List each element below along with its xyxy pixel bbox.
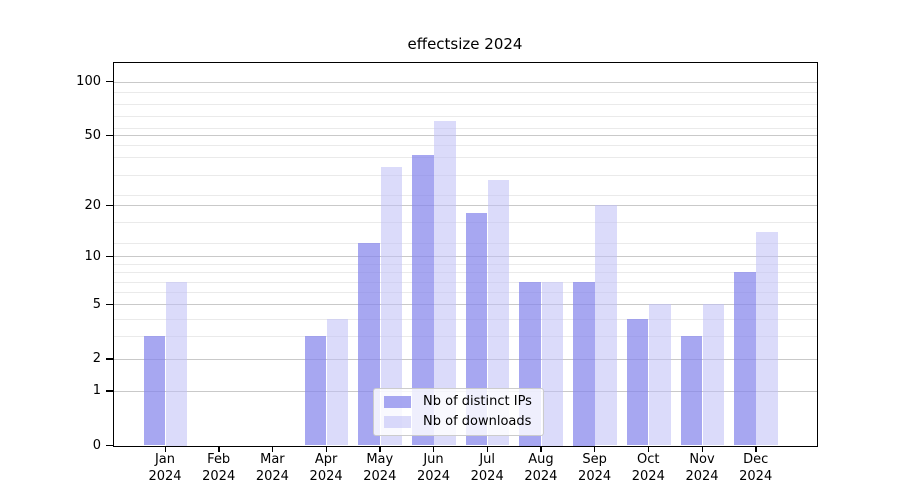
bar-distinct-ips bbox=[680, 336, 702, 446]
minor-gridline bbox=[114, 222, 817, 224]
x-axis-tick bbox=[486, 446, 489, 452]
bar-distinct-ips bbox=[573, 281, 595, 446]
y-axis-tick bbox=[106, 303, 113, 306]
y-tick-label: 1 bbox=[92, 383, 101, 399]
y-tick-label: 2 bbox=[92, 351, 101, 367]
minor-gridline bbox=[114, 128, 817, 129]
major-gridline bbox=[114, 205, 817, 207]
minor-gridline bbox=[114, 145, 817, 147]
y-axis-tick bbox=[106, 204, 113, 207]
x-tick-label: Jun 2024 bbox=[416, 452, 451, 484]
x-tick-label: May 2024 bbox=[363, 452, 397, 484]
x-tick-label: Apr 2024 bbox=[309, 452, 343, 484]
y-tick-label: 20 bbox=[84, 197, 101, 213]
bar-downloads bbox=[595, 205, 617, 446]
x-tick-label: Jul 2024 bbox=[470, 452, 504, 484]
x-axis-tick bbox=[540, 446, 542, 452]
y-axis-tick bbox=[106, 390, 113, 392]
x-axis-tick bbox=[379, 446, 381, 452]
x-tick-label: Dec 2024 bbox=[739, 452, 773, 484]
bar-downloads bbox=[165, 281, 188, 446]
x-axis-tick bbox=[755, 446, 757, 452]
bar-downloads bbox=[434, 121, 456, 446]
y-tick-label: 10 bbox=[84, 248, 101, 264]
legend-swatch-downloads bbox=[384, 416, 411, 428]
x-axis-tick bbox=[701, 446, 703, 452]
bar-downloads bbox=[541, 281, 564, 446]
y-axis-tick bbox=[106, 358, 113, 360]
bar-distinct-ips bbox=[734, 272, 756, 446]
y-tick-label: 100 bbox=[76, 74, 101, 89]
minor-gridline bbox=[114, 292, 817, 293]
x-tick-label: Sep 2024 bbox=[578, 452, 612, 484]
x-tick-label: Oct 2024 bbox=[631, 452, 665, 484]
legend-swatch-distinct-ips bbox=[384, 396, 411, 408]
y-tick-label: 5 bbox=[92, 296, 101, 312]
x-tick-label: Mar 2024 bbox=[255, 452, 289, 484]
x-axis-tick bbox=[271, 446, 274, 452]
minor-gridline bbox=[114, 281, 817, 283]
x-tick-label: Aug 2024 bbox=[524, 452, 558, 484]
major-gridline bbox=[114, 135, 817, 137]
bar-distinct-ips bbox=[304, 336, 327, 446]
legend-label-distinct-ips: Nb of distinct IPs bbox=[423, 394, 532, 409]
bar-distinct-ips bbox=[412, 154, 434, 446]
minor-gridline bbox=[114, 272, 817, 274]
y-axis-tick bbox=[106, 445, 113, 447]
major-gridline bbox=[114, 256, 817, 258]
minor-gridline bbox=[114, 156, 817, 158]
minor-gridline bbox=[114, 116, 817, 118]
y-axis-tick bbox=[106, 255, 113, 258]
x-axis-tick bbox=[647, 446, 650, 452]
minor-gridline bbox=[114, 263, 817, 265]
bar-downloads bbox=[380, 167, 402, 446]
bar-downloads bbox=[756, 231, 778, 446]
legend-label-downloads: Nb of downloads bbox=[423, 414, 532, 429]
bar-distinct-ips bbox=[143, 336, 165, 446]
x-tick-label: Jan 2024 bbox=[148, 452, 182, 484]
bar-distinct-ips bbox=[465, 213, 488, 446]
x-tick-label: Nov 2024 bbox=[685, 452, 719, 484]
bar-downloads bbox=[649, 304, 671, 446]
legend-entry-distinct-ips: Nb of distinct IPs bbox=[374, 393, 543, 411]
y-axis-tick bbox=[106, 81, 113, 83]
legend-entry-downloads: Nb of downloads bbox=[374, 413, 543, 431]
minor-gridline bbox=[114, 336, 817, 338]
x-axis-tick bbox=[325, 446, 327, 452]
minor-gridline bbox=[114, 318, 817, 320]
y-tick-label: 50 bbox=[84, 127, 101, 143]
bar-distinct-ips bbox=[626, 318, 649, 446]
minor-gridline bbox=[114, 194, 817, 196]
x-tick-label: Feb 2024 bbox=[202, 452, 236, 484]
bar-downloads bbox=[487, 179, 510, 446]
chart-title: effectsize 2024 bbox=[407, 35, 523, 53]
major-gridline bbox=[114, 358, 817, 360]
bar-downloads bbox=[326, 318, 349, 446]
major-gridline bbox=[114, 304, 817, 306]
minor-gridline bbox=[114, 91, 817, 93]
legend: Nb of distinct IPs Nb of downloads bbox=[373, 388, 544, 436]
y-tick-label: 0 bbox=[92, 438, 101, 453]
minor-gridline bbox=[114, 174, 817, 176]
minor-gridline bbox=[114, 243, 817, 245]
minor-gridline bbox=[114, 103, 817, 105]
y-axis-tick bbox=[106, 134, 113, 137]
x-axis-tick bbox=[218, 446, 220, 452]
major-gridline bbox=[114, 81, 817, 83]
bar-downloads bbox=[702, 304, 725, 446]
x-axis-tick bbox=[594, 446, 596, 452]
x-axis-tick bbox=[433, 446, 435, 452]
x-axis-tick bbox=[164, 446, 166, 452]
